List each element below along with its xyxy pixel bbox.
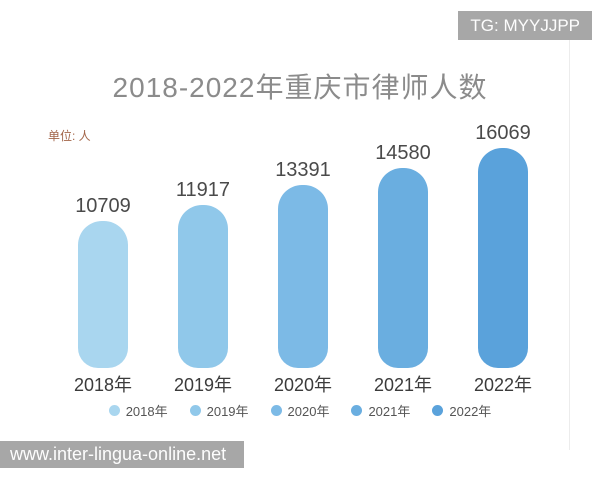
chart-title: 2018-2022年重庆市律师人数 bbox=[112, 72, 488, 103]
legend-item: 2018年 bbox=[108, 401, 168, 420]
bar-plot-area: 10709 11917 13391 14580 16069 bbox=[53, 120, 553, 368]
bar-2020年 bbox=[278, 185, 328, 368]
legend-label: 2022年 bbox=[449, 404, 492, 419]
bar-column-2022年: 16069 bbox=[453, 122, 553, 368]
legend-item: 2022年 bbox=[432, 401, 491, 420]
legend-dot-icon bbox=[108, 405, 120, 416]
bar-2019年 bbox=[178, 205, 228, 368]
bar-value-label: 10709 bbox=[75, 195, 131, 217]
bar-2021年 bbox=[378, 168, 428, 368]
legend-label: 2020年 bbox=[287, 404, 330, 419]
bar-column-2019年: 11917 bbox=[153, 179, 253, 368]
legend-label: 2018年 bbox=[125, 404, 168, 419]
legend-label: 2019年 bbox=[206, 404, 249, 419]
legend-dot-icon bbox=[351, 405, 363, 416]
x-tick-label: 2020年 bbox=[273, 375, 333, 395]
unit-label: 单位: 人 bbox=[48, 129, 91, 143]
bar-value-label: 11917 bbox=[175, 179, 231, 201]
bar-value-label: 13391 bbox=[275, 159, 331, 181]
x-axis-labels: 2018年 2019年 2020年 2021年 2022年 bbox=[53, 371, 553, 397]
legend-item: 2019年 bbox=[189, 401, 249, 420]
bar-column-2018年: 10709 bbox=[53, 195, 153, 368]
legend-dot-icon bbox=[189, 405, 201, 416]
x-tick-label: 2019年 bbox=[173, 375, 233, 395]
bar-value-label: 16069 bbox=[475, 122, 531, 144]
bar-value-label: 14580 bbox=[375, 142, 431, 164]
x-tick-label: 2021年 bbox=[373, 375, 433, 395]
legend-dot-icon bbox=[432, 405, 444, 416]
x-tick-label: 2018年 bbox=[73, 375, 133, 395]
legend-dot-icon bbox=[270, 405, 282, 416]
telegram-watermark-badge: TG: MYYJJPP bbox=[458, 11, 592, 40]
x-tick-label: 2022年 bbox=[473, 375, 533, 395]
bar-column-2021年: 14580 bbox=[353, 142, 453, 368]
site-watermark-badge: www.inter-lingua-online.net bbox=[0, 441, 245, 468]
legend-label: 2021年 bbox=[368, 404, 411, 419]
bar-2022年 bbox=[478, 148, 528, 368]
bar-2018年 bbox=[78, 221, 128, 368]
right-divider-line bbox=[569, 40, 570, 450]
legend-item: 2020年 bbox=[270, 401, 330, 420]
bar-column-2020年: 13391 bbox=[253, 159, 353, 368]
legend: 2018年 2019年 2020年 2021年 2022年 bbox=[0, 401, 600, 420]
legend-item: 2021年 bbox=[351, 401, 410, 420]
